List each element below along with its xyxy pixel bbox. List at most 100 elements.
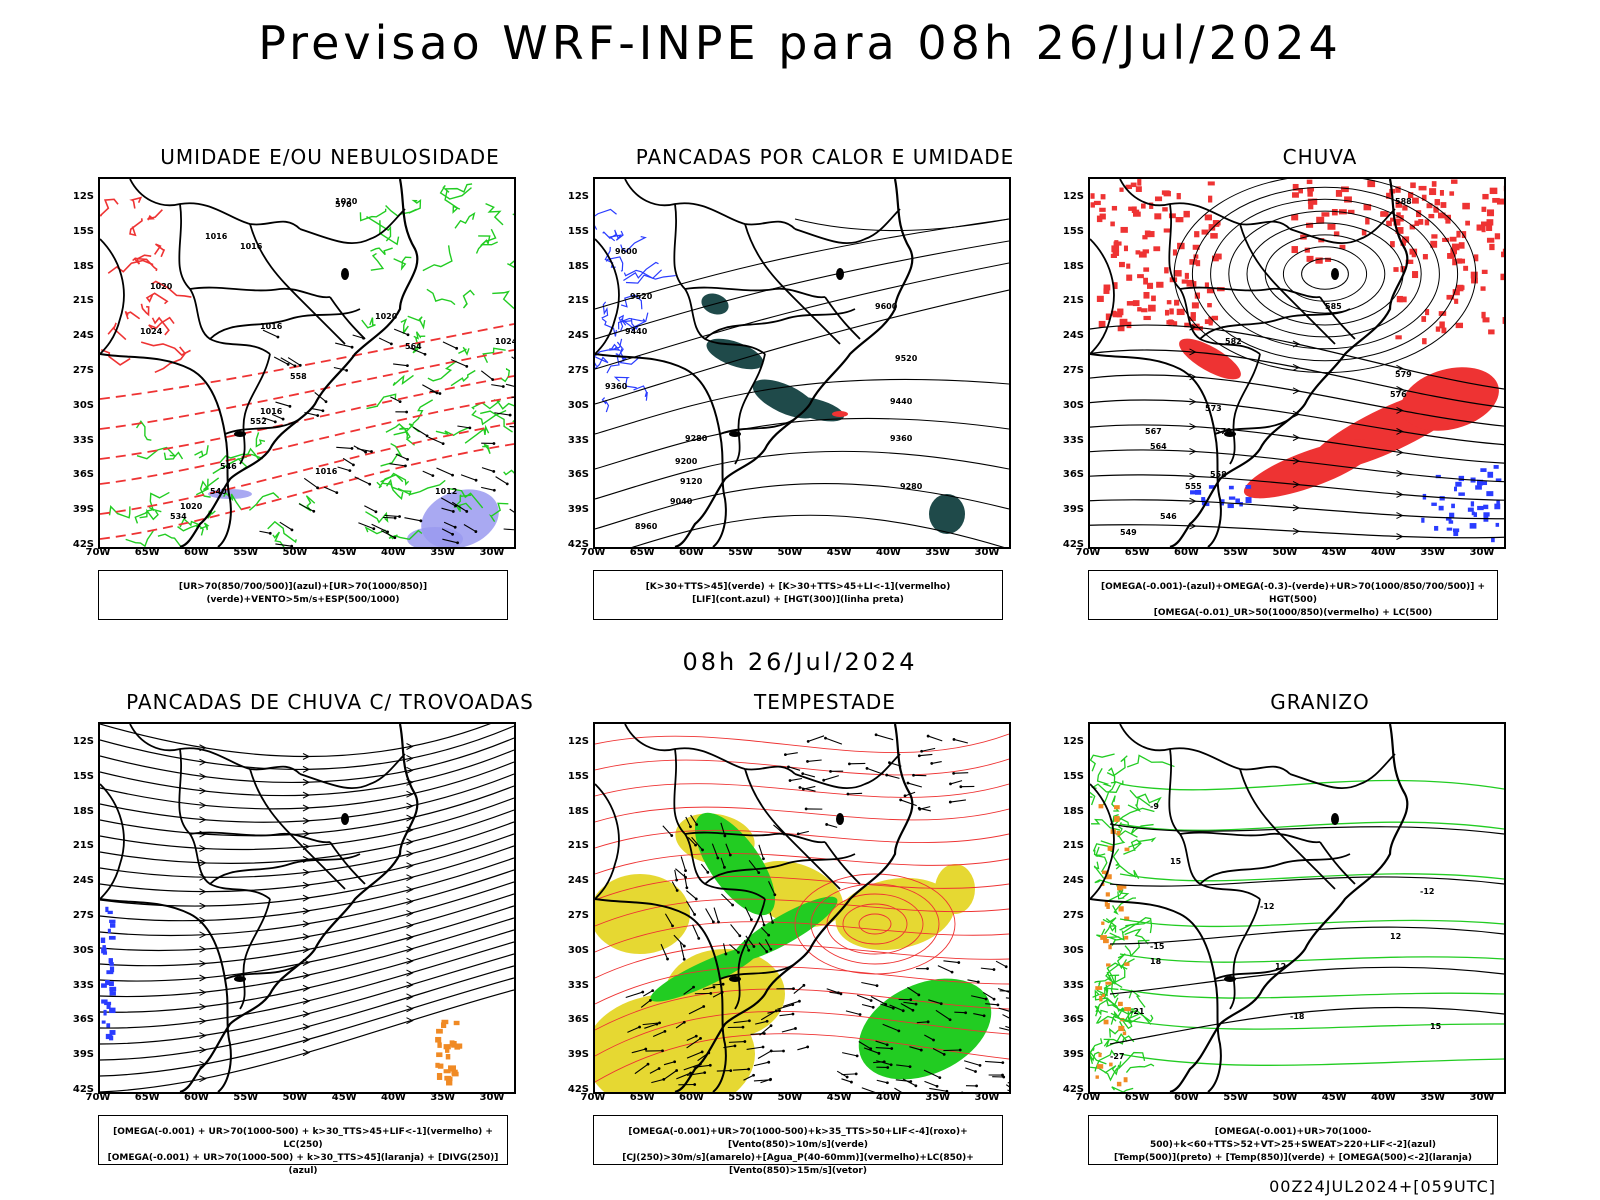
streamline-850hpa: [595, 898, 1009, 927]
contour-label: 1016: [205, 232, 228, 241]
streamline: [100, 989, 514, 1092]
state-border: [734, 898, 766, 1010]
rain-area-red: [1445, 218, 1451, 224]
temp-850-contour-green: [1112, 848, 1121, 866]
temp-850-contour-green: [1113, 1010, 1132, 1024]
wind-vector: [785, 752, 798, 756]
rain-area-red: [1327, 223, 1336, 230]
wind-vector: [676, 1072, 691, 1080]
wind-vector-head: [695, 823, 699, 826]
divergence-area-blue: [105, 1033, 113, 1040]
state-border: [595, 238, 620, 355]
wind-vector-head: [804, 807, 808, 811]
lifted-index-contour-blue: [601, 318, 617, 337]
humidity-contour-green: [482, 347, 506, 363]
lon-tick-label: 45W: [1321, 547, 1347, 558]
thickness-contour-red: [100, 443, 514, 540]
rain-area-red: [1110, 221, 1115, 227]
wind-vector-head: [802, 983, 806, 987]
map-frame: -9 -12 -12 -15 -18 -21 -27 12 15 18 12 15: [1088, 722, 1506, 1094]
humidity-contour-green: [485, 202, 504, 226]
lon-tick-label: 45W: [331, 547, 357, 558]
state-border: [673, 748, 766, 900]
flow-arrow: [406, 838, 414, 846]
rain-area-red: [1151, 295, 1156, 302]
wind-vector: [882, 1023, 900, 1032]
wind-vector-head: [386, 530, 389, 534]
state-border: [189, 831, 331, 844]
humidity-contour-green: [163, 451, 184, 461]
flow-arrow: [1189, 398, 1197, 406]
wind-vector-head: [419, 519, 423, 523]
temp-850-contour-green: [1111, 795, 1120, 812]
height-contour-300hpa: [595, 417, 1009, 470]
omega-area-blue: [1470, 501, 1475, 507]
divergence-area-blue: [106, 1003, 111, 1009]
wind-vector-head: [794, 1027, 797, 1030]
wind-vector-head: [798, 786, 802, 789]
rain-area-red: [1489, 243, 1495, 251]
rain-area-red: [1208, 224, 1216, 231]
divergence-area-blue: [101, 947, 107, 954]
lifted-index-contour-blue: [608, 230, 624, 242]
wind-vector-head: [796, 832, 800, 836]
run-time-label: 00Z24JUL2024+[059UTC]: [1269, 1177, 1496, 1196]
rain-area-red: [1425, 309, 1430, 316]
streamline: [1090, 349, 1504, 409]
panel-title: UMIDADE E/OU NEBULOSIDADE: [160, 145, 500, 169]
rain-area-red: [1396, 212, 1401, 219]
wind-vector: [928, 999, 942, 1005]
wind-vector: [1007, 1089, 1009, 1092]
lon-tick-label: 50W: [1272, 1092, 1298, 1103]
contour-label: 1016: [240, 242, 263, 251]
state-border: [1239, 223, 1336, 345]
flow-arrow: [406, 1005, 414, 1013]
wind-vector: [826, 823, 838, 828]
contour-label: 9280: [685, 434, 708, 443]
omega-area-orange: [1106, 963, 1111, 967]
rain-area-red: [1431, 181, 1437, 187]
wind-vector: [354, 476, 370, 485]
wind-vector-head: [693, 1083, 697, 1086]
humidity-contour-green: [422, 245, 453, 272]
rain-area-red: [1315, 257, 1323, 264]
flow-arrow: [302, 753, 311, 760]
legend-line: [LIF](cont.azul) + [HGT(300)](linha pret…: [692, 595, 904, 605]
flow-arrow: [199, 1075, 207, 1083]
lon-tick-label: 65W: [1124, 547, 1150, 558]
wind-vector: [902, 1078, 917, 1087]
wind-vector-head: [350, 345, 354, 349]
wind-vector: [825, 737, 843, 745]
omega-area-orange: [1098, 1052, 1102, 1058]
lon-tick-label: 35W: [430, 1092, 456, 1103]
rain-area-red: [1465, 220, 1470, 226]
humidity-contour-green: [471, 399, 501, 410]
temp-850-contour-green: [1090, 753, 1115, 772]
wind-vector-head: [869, 999, 873, 1002]
wind-vector-head: [917, 993, 921, 997]
lagoon: [1224, 976, 1236, 982]
wind-vector: [980, 967, 995, 971]
temp-850-contour-green: [1091, 818, 1121, 831]
panel-title: PANCADAS DE CHUVA C/ TROVOADAS: [126, 690, 534, 714]
streamline: [1090, 449, 1504, 483]
omega-area-orange: [1124, 847, 1130, 852]
rain-area-red: [1103, 284, 1111, 291]
temp-500-contour-black: [1109, 1006, 1504, 1045]
divergence-area-blue: [109, 1030, 116, 1035]
wind-vector-head: [762, 857, 765, 861]
wind-vector-head: [288, 404, 292, 408]
flow-arrow: [302, 984, 311, 992]
convective-area-orange: [444, 1075, 452, 1081]
flow-arrow: [199, 1003, 207, 1011]
wind-vector-head: [474, 478, 478, 482]
wind-vector-head: [743, 1040, 747, 1043]
temp-850-contour-green: [1112, 807, 1155, 827]
state-border: [1214, 963, 1291, 980]
humidity-contour-green: [439, 184, 472, 200]
streamline-850hpa: [595, 988, 1009, 1031]
wind-vector-head: [926, 734, 930, 738]
wind-vector: [907, 782, 922, 788]
rain-area-red: [1473, 254, 1479, 262]
streamline: [100, 749, 514, 797]
